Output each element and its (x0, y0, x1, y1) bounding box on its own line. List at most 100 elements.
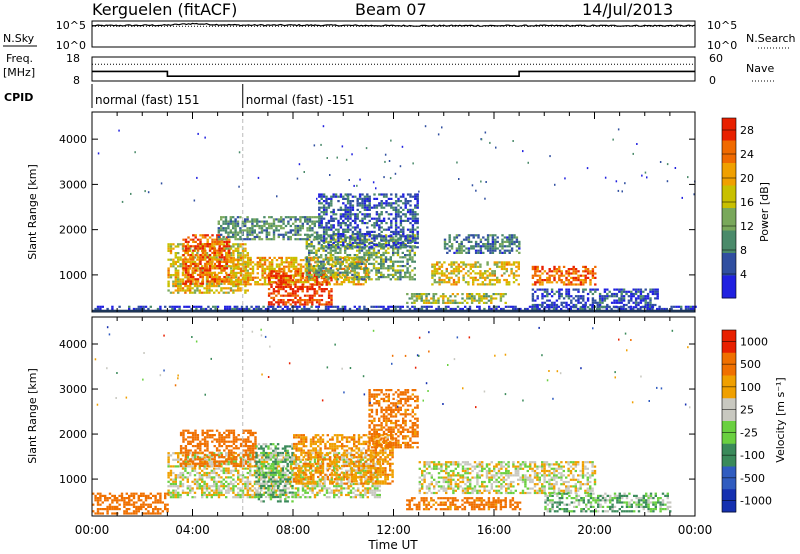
power-cell (538, 303, 542, 307)
power-cell (455, 274, 458, 277)
power-cell (629, 307, 632, 311)
velocity-cell (215, 491, 218, 494)
power-cell (572, 272, 575, 275)
power-cell (654, 292, 657, 296)
power-cell (315, 290, 319, 293)
power-cell (472, 270, 475, 273)
power-cell (246, 269, 249, 272)
power-cell (279, 279, 283, 282)
power-cell (213, 254, 217, 257)
power-cell (404, 237, 407, 240)
power-cell (296, 305, 299, 308)
power-cell (320, 236, 323, 239)
power-cell (325, 195, 328, 198)
power-cell (387, 267, 390, 270)
power-cell (478, 295, 481, 298)
power-cell (204, 251, 207, 254)
power-cell (416, 230, 419, 233)
power-cell (310, 249, 313, 252)
power-cell (550, 295, 554, 298)
power-cell (196, 176, 198, 179)
power-cell (216, 251, 219, 254)
power-cell (346, 195, 350, 198)
velocity-cell (210, 485, 213, 488)
power-cell (414, 193, 417, 196)
power-cell (443, 261, 446, 264)
power-cell (204, 243, 207, 246)
power-cell (356, 233, 359, 236)
power-cell (469, 265, 472, 268)
power-cell (422, 301, 426, 304)
power-cell (550, 274, 554, 277)
velocity-cell (189, 471, 192, 475)
power-cell (330, 290, 333, 293)
power-cell (646, 301, 650, 304)
power-cell (232, 259, 235, 262)
power-cell (244, 278, 247, 281)
power-cell (370, 262, 373, 265)
power-cell (299, 220, 302, 223)
power-cell (315, 249, 318, 252)
power-cell (332, 224, 335, 227)
power-cell (634, 292, 638, 296)
power-cell (227, 291, 230, 294)
power-cell (446, 247, 449, 250)
power-cell (277, 283, 280, 286)
power-cell (368, 238, 371, 241)
power-cell (518, 240, 521, 243)
power-cell (246, 289, 249, 292)
power-cell (385, 222, 388, 225)
power-cell (482, 251, 485, 254)
power-cell (666, 163, 669, 166)
power-cell (320, 246, 323, 249)
power-cell (205, 265, 209, 268)
power-cell (301, 274, 304, 277)
power-cell (266, 274, 269, 277)
power-cell (548, 270, 551, 273)
power-cell (259, 256, 262, 259)
power-cell (367, 270, 370, 273)
power-cell (216, 260, 219, 263)
power-cell (252, 307, 256, 311)
power-cell (490, 297, 493, 300)
power-cell (484, 278, 487, 282)
power-cell (406, 305, 409, 308)
power-cell (270, 292, 273, 295)
power-cell (308, 265, 311, 268)
power-cell (282, 227, 285, 230)
power-cell (304, 220, 307, 223)
station-title: Kerguelen (fitACF) (92, 0, 237, 19)
power-cell (299, 299, 302, 302)
power-cell (303, 299, 307, 302)
power-cell (618, 301, 621, 304)
power-cell (217, 282, 221, 285)
power-cell (248, 227, 252, 230)
power-cell (450, 247, 454, 250)
power-cell (642, 290, 645, 293)
power-cell (572, 283, 575, 286)
power-cell (644, 305, 647, 308)
power-cell (177, 269, 180, 272)
power-cell (275, 294, 278, 297)
power-cell (548, 292, 551, 296)
noise-panel-frame (91, 20, 696, 48)
power-cell (584, 307, 587, 311)
power-cell (220, 218, 223, 221)
power-cell (329, 174, 331, 176)
power-cell (632, 292, 635, 296)
power-cell (253, 220, 256, 223)
power-cell (394, 211, 398, 214)
power-cell (534, 274, 537, 277)
velocity-cell (246, 489, 249, 492)
power-cell (380, 265, 383, 268)
power-cell (488, 305, 491, 308)
power-cell (658, 305, 661, 308)
power-cell (489, 249, 492, 252)
power-cell (308, 216, 312, 219)
power-cell (242, 274, 245, 277)
power-cell (378, 215, 381, 218)
power-cell (308, 269, 311, 272)
power-cell (406, 202, 410, 205)
power-cell (404, 246, 407, 249)
power-cell (174, 260, 177, 263)
